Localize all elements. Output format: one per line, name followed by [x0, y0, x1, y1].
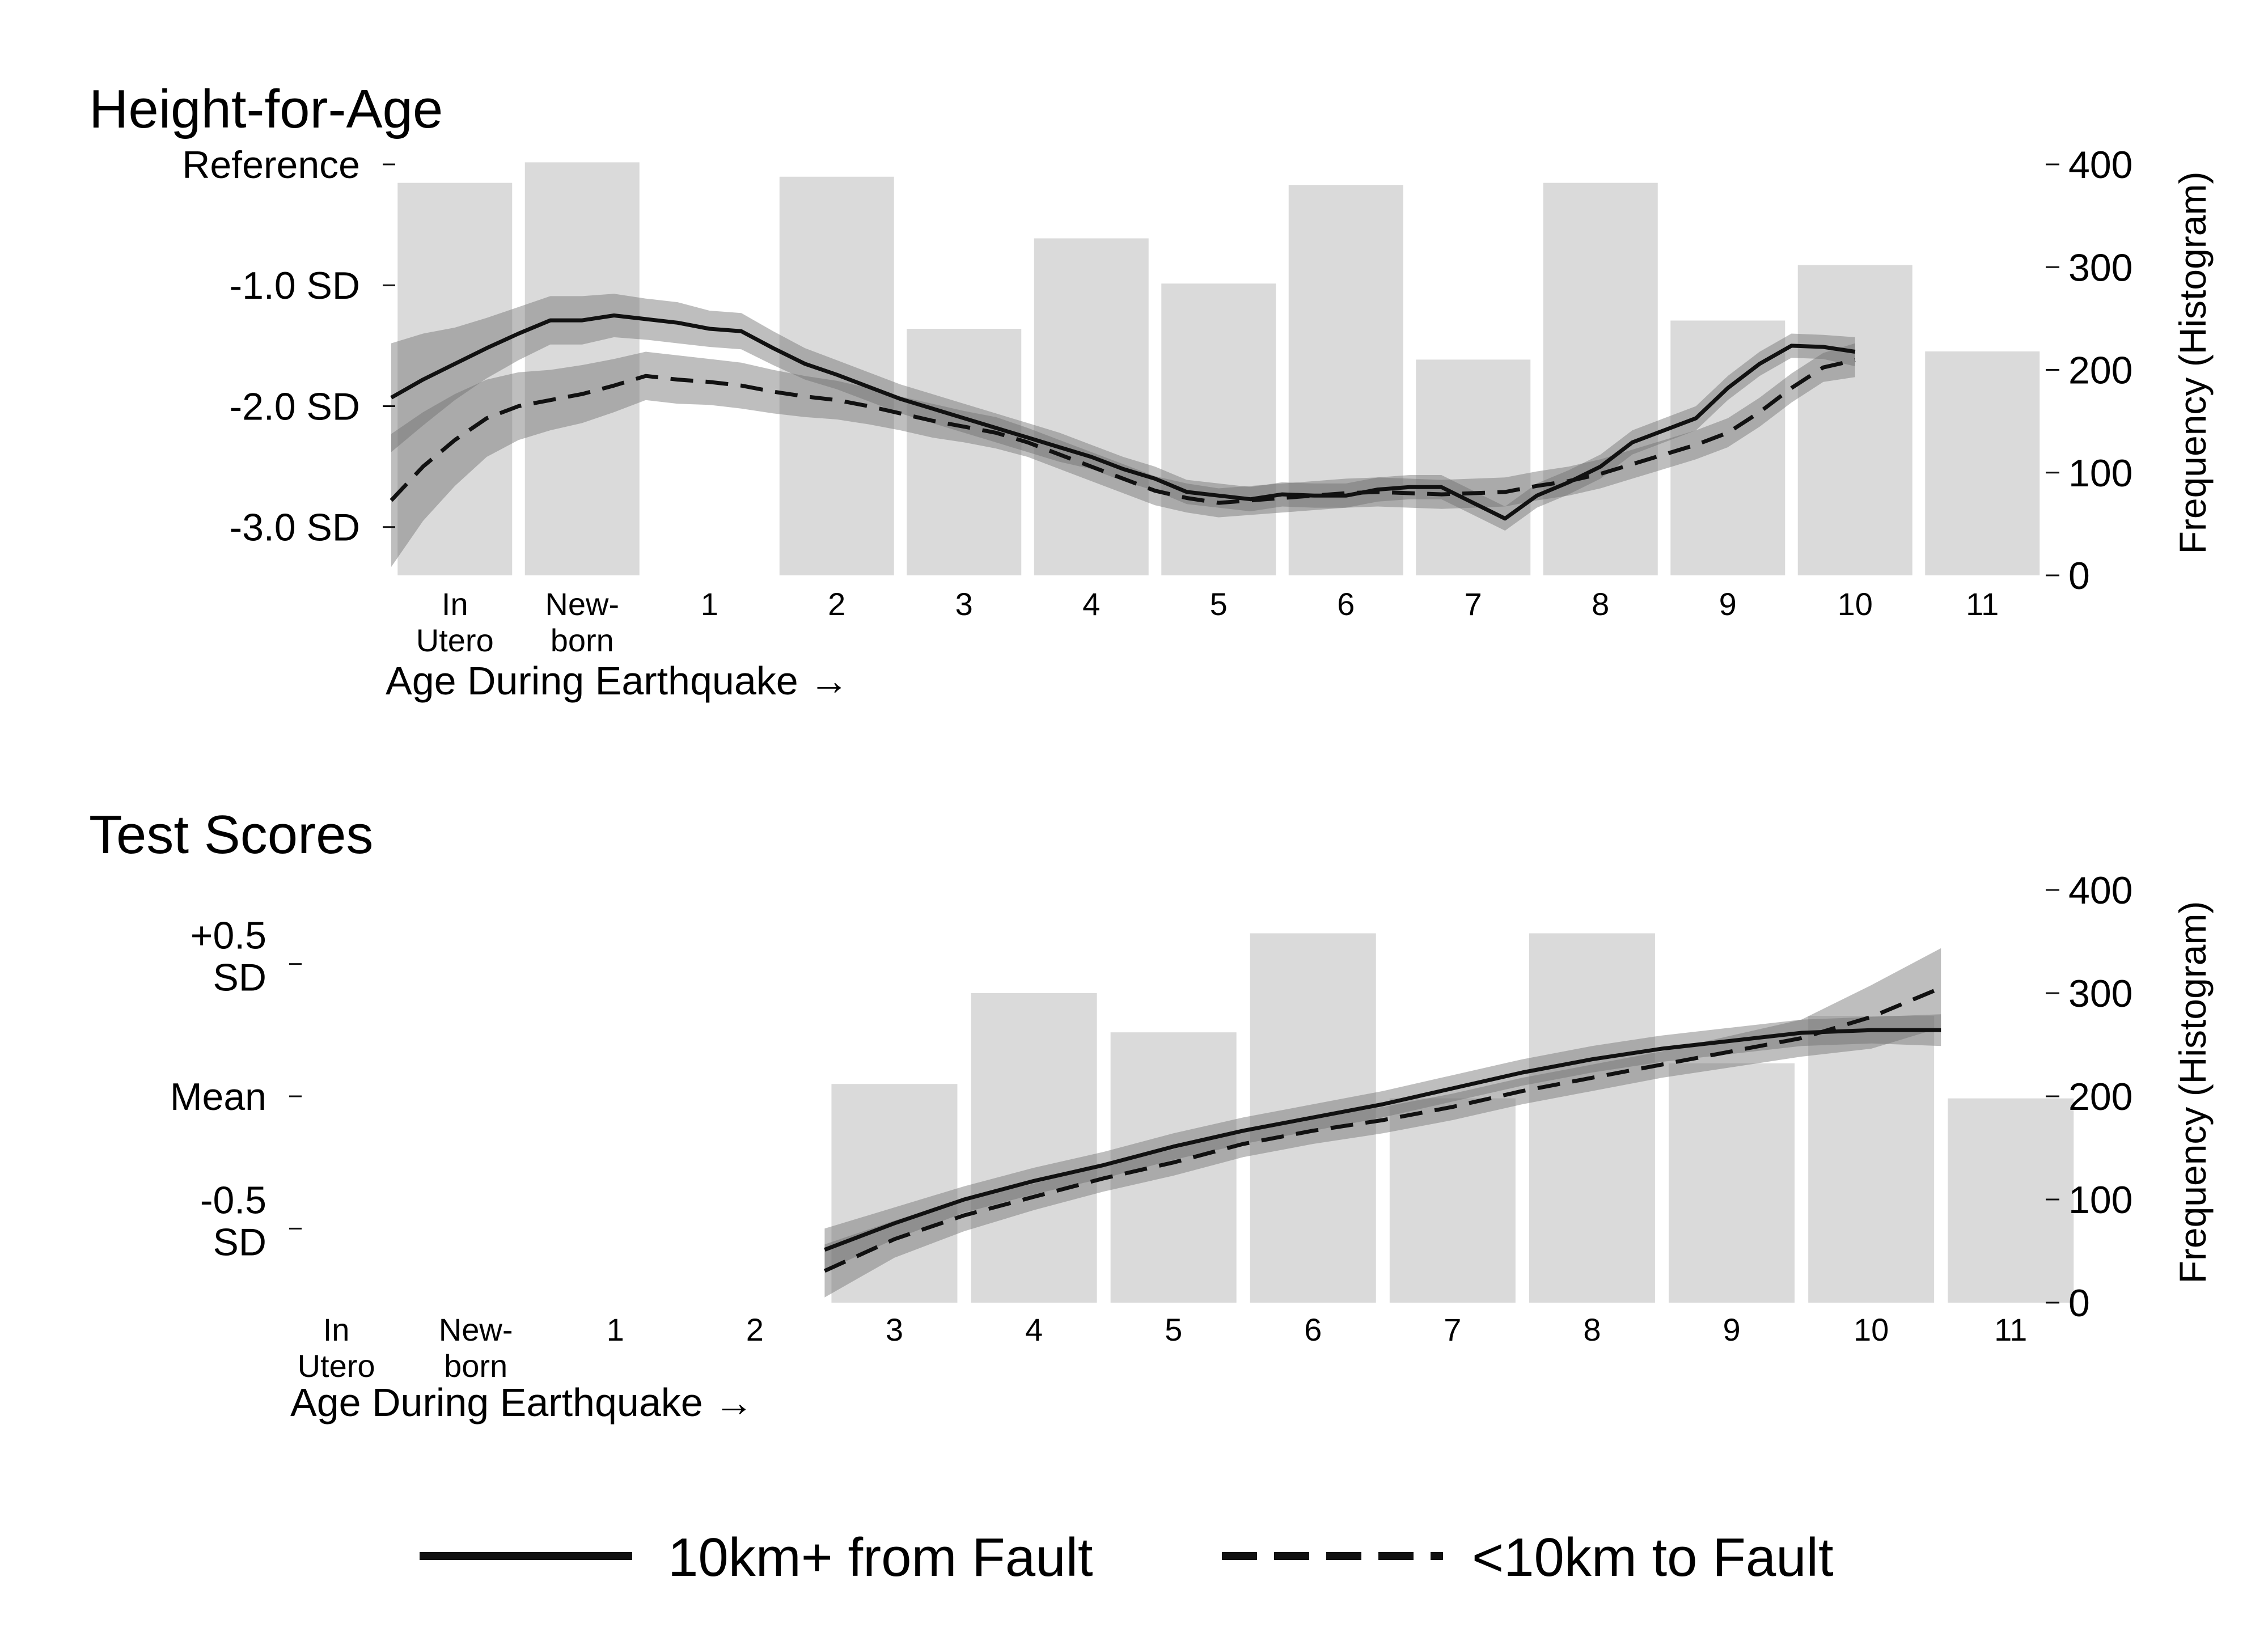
- series-line-solid: [390, 313, 1856, 521]
- ci-band: [824, 1014, 1941, 1271]
- x-tick-label: 3: [886, 1312, 903, 1347]
- histogram-bar: [1161, 283, 1276, 575]
- x-tick-label: 11: [1994, 1312, 2027, 1347]
- right-tick-label: 200: [2068, 349, 2132, 392]
- x-tick-label: 6: [1304, 1312, 1322, 1347]
- histogram-bars: [831, 933, 2074, 1303]
- x-tick-label: 11: [1966, 586, 1999, 622]
- right-axis-label: Frequency (Histogram): [2172, 901, 2214, 1284]
- x-tick-label: 9: [1719, 586, 1737, 622]
- left-tick-label: Mean: [170, 1075, 266, 1118]
- right-axis: 0 100 200 300 400: [2046, 869, 2132, 1325]
- right-tick-label: 400: [2068, 869, 2132, 912]
- right-axis: 0 100 200 300 400: [2046, 143, 2132, 597]
- left-tick-label: Reference: [182, 143, 360, 186]
- x-axis-label: Age During Earthquake →: [386, 659, 849, 703]
- series-line-solid: [824, 1028, 1941, 1252]
- right-tick-label: 300: [2068, 972, 2132, 1015]
- ci-band: [824, 948, 1941, 1298]
- left-axis: Reference -1.0 SD -2.0 SD -3.0 SD: [182, 143, 395, 549]
- x-tick-label: New-born: [545, 586, 619, 658]
- histogram-bar: [1529, 933, 1655, 1303]
- x-tick-label: 4: [1025, 1312, 1043, 1347]
- x-tick-label: In Utero: [416, 586, 494, 658]
- histogram-bar: [397, 183, 513, 575]
- x-tick-label: 5: [1165, 1312, 1182, 1347]
- series-lines: [823, 986, 1942, 1273]
- histogram-bar: [831, 1084, 958, 1303]
- x-axis: In Utero New-born 1 2 3 4 5 6 7 8 9 10 11: [298, 1312, 2028, 1384]
- x-tick-label: 7: [1444, 1312, 1461, 1347]
- right-axis-label: Frequency (Histogram): [2172, 172, 2214, 554]
- x-tick-label: 8: [1592, 586, 1609, 622]
- histogram-bar: [1288, 185, 1403, 575]
- histogram-bar: [1808, 1016, 1935, 1303]
- histogram-bar: [1948, 1098, 2074, 1303]
- panel-title: Height-for-Age: [89, 79, 443, 139]
- series-lines: [390, 313, 1856, 521]
- left-tick-label: -3.0 SD: [229, 506, 360, 549]
- x-tick-label: 6: [1337, 586, 1355, 622]
- x-tick-label: 1: [607, 1312, 624, 1347]
- ci-bands: [391, 294, 1855, 567]
- x-tick-label: 3: [955, 586, 973, 622]
- panel-title: Test Scores: [89, 804, 374, 865]
- histogram-bar: [1925, 351, 2040, 575]
- right-tick-label: 100: [2068, 1179, 2132, 1222]
- left-tick-label: -2.0 SD: [229, 385, 360, 428]
- histogram-bar: [1543, 183, 1658, 575]
- x-tick-label: New-born: [439, 1312, 513, 1384]
- x-tick-label: 10: [1838, 586, 1873, 622]
- series-line-dashed: [823, 986, 1942, 1273]
- x-tick-label: In Utero: [298, 1312, 375, 1384]
- x-tick-label: 10: [1854, 1312, 1889, 1347]
- ci-band: [391, 294, 1855, 531]
- right-tick-label: 0: [2068, 554, 2090, 597]
- x-tick-label: 5: [1210, 586, 1228, 622]
- ci-band: [391, 343, 1855, 567]
- left-tick-label: -0.5 SD: [200, 1179, 266, 1264]
- histogram-bar: [1110, 1032, 1237, 1303]
- histogram-bar: [1389, 1098, 1516, 1303]
- x-tick-label: 2: [828, 586, 845, 622]
- legend-solid-label: 10km+ from Fault: [668, 1527, 1093, 1588]
- panel-height-for-age: Height-for-Age Reference -1.0 SD -2.0 SD -3…: [89, 79, 2214, 703]
- histogram-bar: [524, 162, 640, 575]
- right-tick-label: 300: [2068, 246, 2132, 289]
- x-tick-label: 2: [746, 1312, 764, 1347]
- panel-test-scores: Test Scores +0.5 SD Mean -0.5 SD 0 100 200 300 4…: [89, 804, 2214, 1425]
- left-tick-label: -1.0 SD: [229, 264, 360, 307]
- ci-bands: [824, 948, 1941, 1298]
- x-tick-label: 1: [701, 586, 718, 622]
- histogram-bar: [907, 329, 1022, 575]
- histogram-bar: [971, 993, 1097, 1303]
- series-line-dashed: [390, 358, 1856, 505]
- left-axis: +0.5 SD Mean -0.5 SD: [170, 914, 302, 1264]
- x-tick-label: 4: [1082, 586, 1100, 622]
- right-tick-label: 0: [2068, 1282, 2090, 1325]
- x-axis: In Utero New-born 1 2 3 4 5 6 7 8 9 10 11: [416, 586, 1999, 658]
- left-tick-label: +0.5 SD: [191, 914, 266, 999]
- histogram-bar: [1034, 238, 1149, 575]
- x-axis-label: Age During Earthquake →: [290, 1380, 754, 1425]
- histogram-bar: [1416, 359, 1531, 575]
- legend-dashed-label: <10km to Fault: [1472, 1527, 1834, 1588]
- x-tick-label: 7: [1465, 586, 1482, 622]
- x-tick-label: 9: [1723, 1312, 1740, 1347]
- histogram-bar: [1797, 265, 1912, 575]
- right-tick-label: 200: [2068, 1075, 2132, 1118]
- histogram-bar: [1669, 1063, 1795, 1303]
- right-tick-label: 400: [2068, 143, 2132, 186]
- x-tick-label: 8: [1583, 1312, 1601, 1347]
- right-tick-label: 100: [2068, 452, 2132, 495]
- legend: 10km+ from Fault <10km to Fault: [420, 1527, 1834, 1588]
